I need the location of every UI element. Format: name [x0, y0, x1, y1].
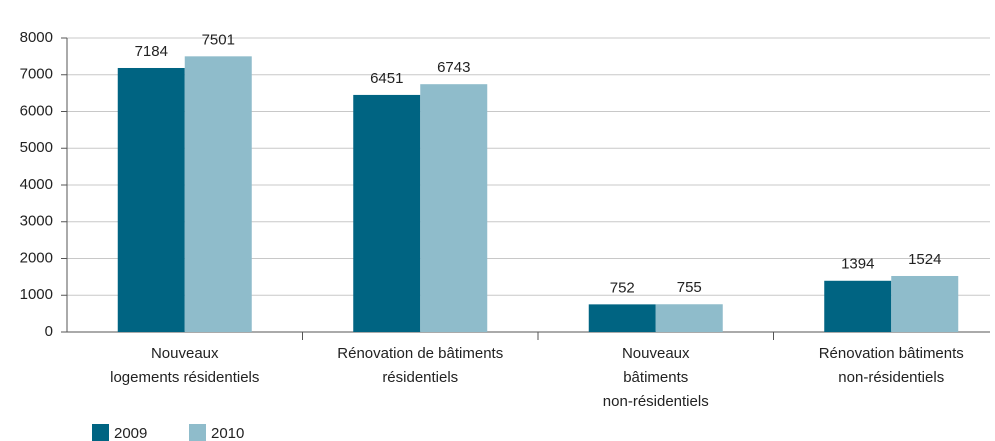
legend-label: 2010 — [211, 425, 244, 441]
bar — [588, 304, 656, 332]
y-tick-label: 0 — [45, 323, 53, 340]
bar — [353, 94, 421, 332]
value-label: 1524 — [908, 251, 941, 268]
bar — [184, 56, 252, 332]
value-label: 755 — [677, 279, 702, 296]
bar — [420, 84, 488, 332]
legend-swatch — [189, 424, 206, 441]
value-label: 1394 — [841, 256, 874, 273]
value-label: 7184 — [135, 43, 168, 60]
bar — [655, 304, 723, 332]
bar — [824, 280, 892, 332]
y-tick-label: 1000 — [20, 286, 53, 303]
y-tick-label: 8000 — [20, 29, 53, 46]
x-tick-label: Nouveaux bâtiments non-résidentiels — [603, 345, 709, 410]
value-label: 752 — [610, 279, 635, 296]
bar — [117, 67, 185, 332]
y-tick-label: 2000 — [20, 249, 53, 266]
value-label: 6451 — [370, 70, 403, 87]
x-tick-label: Rénovation bâtiments non-résidentiels — [819, 345, 964, 386]
value-label: 6743 — [437, 59, 470, 76]
bar — [891, 275, 959, 332]
value-label: 7501 — [202, 31, 235, 48]
y-tick-label: 5000 — [20, 139, 53, 156]
legend-label: 2009 — [114, 425, 147, 441]
y-tick-label: 4000 — [20, 176, 53, 193]
y-tick-label: 3000 — [20, 213, 53, 230]
x-tick-label: Rénovation de bâtiments résidentiels — [337, 345, 503, 386]
x-tick-label: Nouveaux logements résidentiels — [110, 345, 259, 386]
y-tick-label: 6000 — [20, 102, 53, 119]
y-tick-label: 7000 — [20, 66, 53, 83]
legend-swatch — [92, 424, 109, 441]
